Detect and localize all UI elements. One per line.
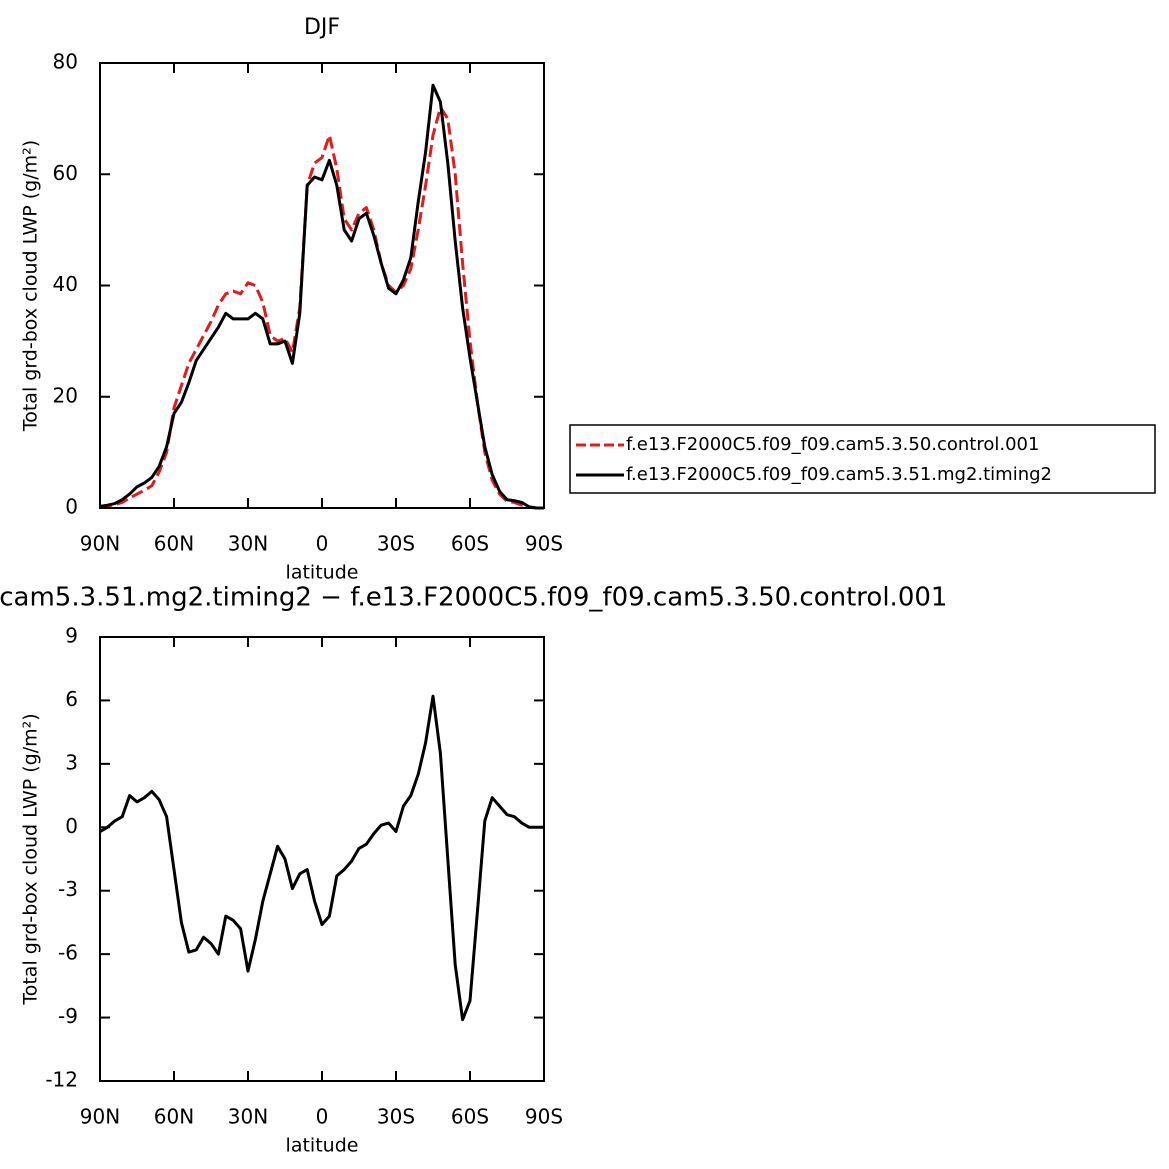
legend-label: f.e13.F2000C5.f09_f09.cam5.3.51.mg2.timi… — [626, 464, 1052, 485]
legend-label: f.e13.F2000C5.f09_f09.cam5.3.50.control.… — [626, 434, 1039, 455]
plot-frame — [99, 636, 545, 1082]
legend-box — [569, 424, 1156, 494]
y-tick-label: -9 — [58, 1004, 78, 1028]
x-tick-label: 60N — [154, 532, 194, 556]
x-tick-label: 90S — [525, 1105, 563, 1129]
x-tick-label: 90S — [525, 532, 563, 556]
x-axis-label: latitude — [286, 562, 359, 584]
x-tick-label: 30N — [228, 1105, 268, 1129]
x-tick-label: 0 — [316, 532, 329, 556]
data-line — [99, 83, 544, 510]
y-tick-label: 80 — [53, 50, 78, 74]
data-line — [99, 694, 544, 1022]
x-tick-label: 30N — [228, 532, 268, 556]
y-tick-label: -12 — [45, 1068, 78, 1092]
x-tick-label: 0 — [316, 1105, 329, 1129]
x-tick-label: 90N — [80, 532, 120, 556]
y-tick-label: 0 — [65, 495, 78, 519]
y-tick-label: 9 — [65, 624, 78, 648]
x-tick-label: 60S — [451, 1105, 489, 1129]
y-tick-label: 40 — [53, 272, 78, 296]
chart-title: DJF — [304, 15, 340, 40]
chart-title: f.e13.F2000C5.f09_f09.cam5.3.51.mg2.timi… — [0, 583, 947, 613]
y-tick-label: -6 — [58, 941, 78, 965]
x-axis-label: latitude — [286, 1135, 359, 1157]
y-axis-label: Total grd-box cloud LWP (g/m²) — [20, 713, 42, 1005]
plot-frame — [99, 62, 545, 509]
y-tick-label: 60 — [53, 161, 78, 185]
y-tick-label: -3 — [58, 877, 78, 901]
y-tick-label: 0 — [65, 814, 78, 838]
y-axis-label: Total grd-box cloud LWP (g/m²) — [20, 140, 42, 432]
data-line — [99, 106, 544, 510]
x-tick-label: 30S — [377, 532, 415, 556]
x-tick-label: 90N — [80, 1105, 120, 1129]
x-tick-label: 60N — [154, 1105, 194, 1129]
y-tick-label: 3 — [65, 750, 78, 774]
y-tick-label: 6 — [65, 687, 78, 711]
x-tick-label: 60S — [451, 532, 489, 556]
x-tick-label: 30S — [377, 1105, 415, 1129]
y-tick-label: 20 — [53, 383, 78, 407]
